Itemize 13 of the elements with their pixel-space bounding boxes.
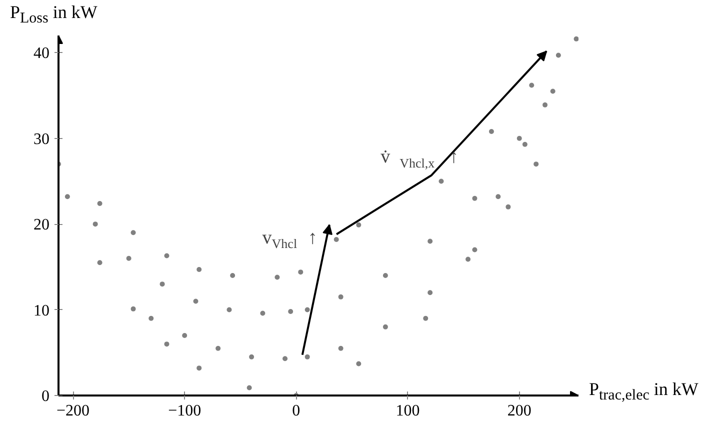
x-tick-label: 0 — [292, 402, 300, 420]
x-tick-label: −200 — [56, 402, 90, 420]
x-tick-label: 100 — [396, 402, 420, 420]
y-axis-title: P$_{Loss}$ in kW — [10, 1, 98, 29]
y-tick-label: 30 — [34, 130, 50, 148]
y-tick-label: 20 — [34, 216, 50, 234]
x-tick-label: 200 — [507, 402, 532, 420]
x-axis-title: P$_{trac,elec}$ in kW — [589, 378, 698, 406]
y-tick-label: 40 — [34, 45, 50, 62]
y-tick-label: 10 — [34, 302, 50, 320]
y-tick-label: 0 — [42, 388, 50, 405]
x-tick-label: −100 — [168, 402, 202, 420]
annotation: v̇Vhcl,x ↑ — [380, 146, 459, 170]
